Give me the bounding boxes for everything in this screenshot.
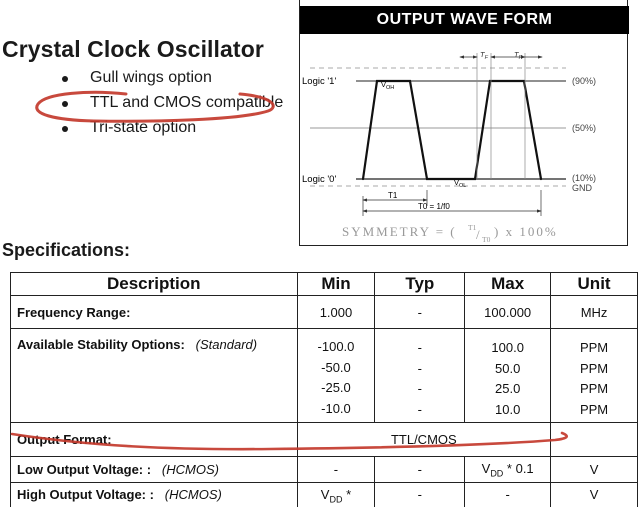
svg-text:SYMMETRY = (: SYMMETRY = ( [342, 224, 457, 239]
svg-text:(50%): (50%) [572, 123, 596, 133]
svg-text:TR: TR [514, 50, 523, 61]
svg-text:GND: GND [572, 183, 593, 193]
svg-text:T0 = 1/f0: T0 = 1/f0 [418, 202, 450, 211]
svg-text:Logic '0': Logic '0' [302, 174, 336, 185]
svg-text:/: / [476, 227, 480, 242]
svg-text:Logic '1': Logic '1' [302, 76, 336, 87]
svg-text:(10%): (10%) [572, 173, 596, 183]
svg-text:TF: TF [480, 50, 489, 61]
svg-text:(90%): (90%) [572, 76, 596, 86]
svg-text:) x 100%: ) x 100% [494, 224, 558, 239]
svg-text:T1: T1 [388, 191, 398, 200]
svg-text:T0: T0 [482, 235, 491, 244]
